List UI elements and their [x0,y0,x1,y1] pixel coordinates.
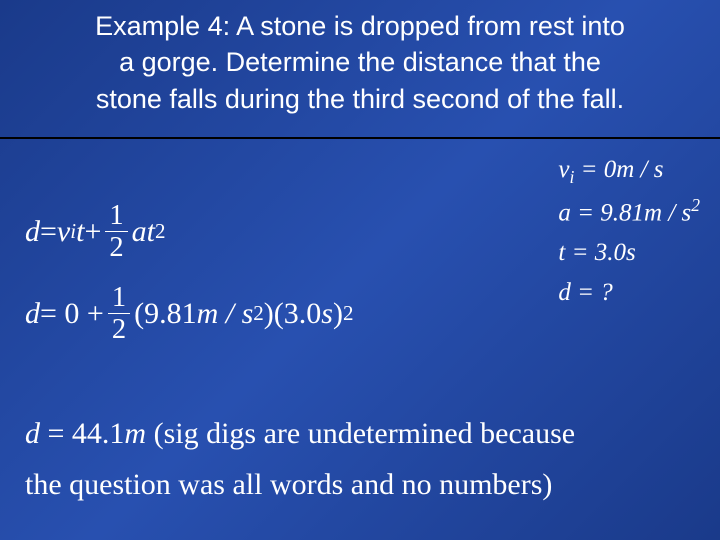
given-vi: vi = 0m / s [558,150,700,191]
title-line-2: a gorge. Determine the distance that the [119,47,601,77]
given-values: vi = 0m / s a = 9.81m / s2 t = 3.0s d = … [558,150,700,313]
title-line-1: Example 4: A stone is dropped from rest … [95,11,625,41]
problem-title: Example 4: A stone is dropped from rest … [0,0,720,139]
fraction-half-2: 1 2 [108,282,130,346]
title-line-3: stone falls during the third second of t… [96,84,624,114]
kinematic-formula: d = vit + 1 2 at2 [25,200,353,264]
fraction-half-1: 1 2 [105,200,127,264]
final-answer: d = 44.1m (sig digs are undetermined bec… [25,408,705,459]
equations: d = vit + 1 2 at2 d = 0 + 1 2 (9.81m / s… [25,200,353,363]
given-d: d = ? [558,273,700,313]
given-t: t = 3.0s [558,233,700,273]
substituted-values: d = 0 + 1 2 (9.81m / s2)(3.0s)2 [25,282,353,346]
given-a: a = 9.81m / s2 [558,191,700,233]
sig-digs-note: the question was all words and no number… [25,459,705,510]
result: d = 44.1m (sig digs are undetermined bec… [25,408,705,510]
